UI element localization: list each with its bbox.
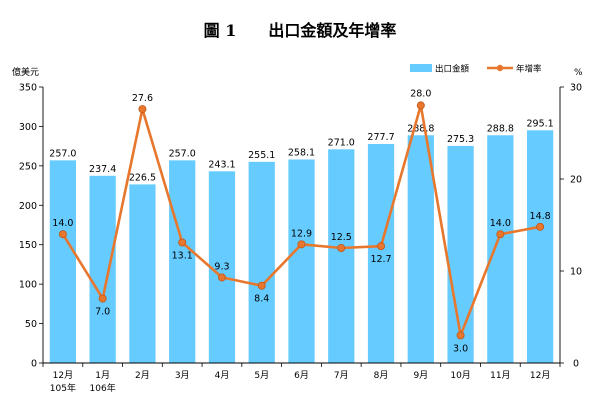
left-tick-label: 150: [19, 240, 37, 251]
bar-value-label-2: 226.5: [129, 172, 156, 183]
right-tick-label: 10: [570, 267, 582, 278]
growth-point-3: [178, 238, 187, 247]
left-tick-label: 350: [19, 83, 37, 94]
left-tick-label: 50: [25, 319, 37, 330]
growth-point-10: [456, 331, 465, 340]
x-category-label-11: 11月: [490, 370, 510, 381]
bar-8: [367, 144, 395, 363]
bar-0: [49, 160, 77, 363]
x-category-label-7: 7月: [334, 370, 349, 381]
left-tick-label: 100: [19, 280, 37, 291]
right-tick-label: 30: [570, 83, 582, 94]
x-category-sublabel-1: 106年: [90, 382, 116, 394]
line-value-label-8: 12.7: [370, 254, 391, 265]
growth-point-8: [377, 242, 386, 251]
line-value-label-5: 8.4: [254, 294, 269, 305]
growth-point-1: [98, 294, 107, 303]
line-value-label-2: 27.6: [132, 93, 153, 104]
x-category-label-12: 12月: [530, 370, 550, 381]
chart-title: 圖 1 出口金額及年增率: [204, 21, 397, 40]
line-value-label-11: 14.0: [490, 218, 511, 229]
left-axis-unit: 億美元: [12, 66, 39, 78]
x-category-label-10: 10月: [450, 370, 470, 381]
line-value-label-0: 14.0: [52, 218, 73, 229]
bar-value-label-9: 288.8: [407, 123, 434, 134]
legend-line-marker: [496, 64, 504, 72]
bar-6: [288, 159, 315, 363]
line-value-label-12: 14.8: [530, 211, 551, 222]
x-category-label-6: 6月: [294, 370, 309, 381]
line-value-label-1: 7.0: [95, 307, 110, 318]
bar-5: [248, 161, 275, 363]
bar-4: [208, 171, 236, 363]
line-value-label-6: 12.9: [291, 228, 312, 239]
left-tick-label: 200: [19, 201, 37, 212]
bar-value-label-11: 288.8: [487, 123, 514, 134]
bar-10: [447, 145, 474, 363]
left-tick-label: 0: [31, 359, 37, 370]
x-category-label-1: 1月: [95, 370, 110, 381]
growth-point-6: [297, 240, 306, 249]
bar-3: [169, 160, 196, 363]
legend-bar-label: 出口金額: [435, 64, 470, 75]
bar-value-label-7: 271.0: [328, 137, 355, 148]
x-category-label-8: 8月: [374, 370, 389, 381]
x-category-label-4: 4月: [215, 370, 230, 381]
x-category-label-3: 3月: [175, 370, 190, 381]
line-value-label-4: 9.3: [214, 261, 229, 272]
right-axis-unit: %: [574, 68, 583, 78]
bar-value-label-10: 275.3: [447, 134, 474, 145]
bar-11: [487, 135, 514, 363]
growth-point-4: [217, 273, 226, 282]
bar-value-label-0: 257.0: [49, 148, 76, 159]
x-category-label-0: 12月: [53, 370, 73, 381]
x-category-label-9: 9月: [413, 370, 428, 381]
growth-point-11: [496, 230, 505, 239]
x-category-label-5: 5月: [254, 370, 269, 381]
right-tick-label: 0: [573, 359, 579, 370]
growth-point-7: [337, 243, 346, 252]
growth-point-0: [58, 230, 67, 239]
bar-7: [328, 149, 355, 363]
left-tick-label: 300: [19, 122, 37, 133]
right-tick-label: 20: [570, 175, 582, 186]
legend-line-label: 年增率: [516, 64, 542, 75]
bar-2: [129, 184, 156, 363]
line-value-label-9: 28.0: [410, 88, 431, 99]
legend-bar-swatch: [410, 64, 432, 72]
bar-value-label-12: 295.1: [527, 118, 554, 129]
bar-value-label-6: 258.1: [288, 147, 315, 158]
bar-12: [526, 130, 554, 363]
growth-point-5: [257, 281, 266, 290]
left-tick-label: 250: [19, 161, 37, 172]
bar-value-label-5: 255.1: [248, 150, 275, 161]
growth-point-12: [536, 222, 545, 231]
line-value-label-10: 3.0: [453, 343, 468, 354]
x-category-label-2: 2月: [135, 370, 150, 381]
line-value-label-7: 12.5: [331, 232, 352, 243]
bar-value-label-4: 243.1: [208, 159, 235, 170]
x-category-sublabel-0: 105年: [50, 382, 76, 394]
line-value-label-3: 13.1: [172, 250, 193, 261]
bar-value-label-1: 237.4: [89, 164, 116, 175]
bar-value-label-8: 277.7: [367, 132, 394, 143]
bar-value-label-3: 257.0: [169, 148, 196, 159]
growth-point-9: [416, 101, 425, 110]
growth-point-2: [138, 105, 147, 114]
bar-9: [407, 135, 434, 363]
bar-1: [89, 175, 116, 363]
